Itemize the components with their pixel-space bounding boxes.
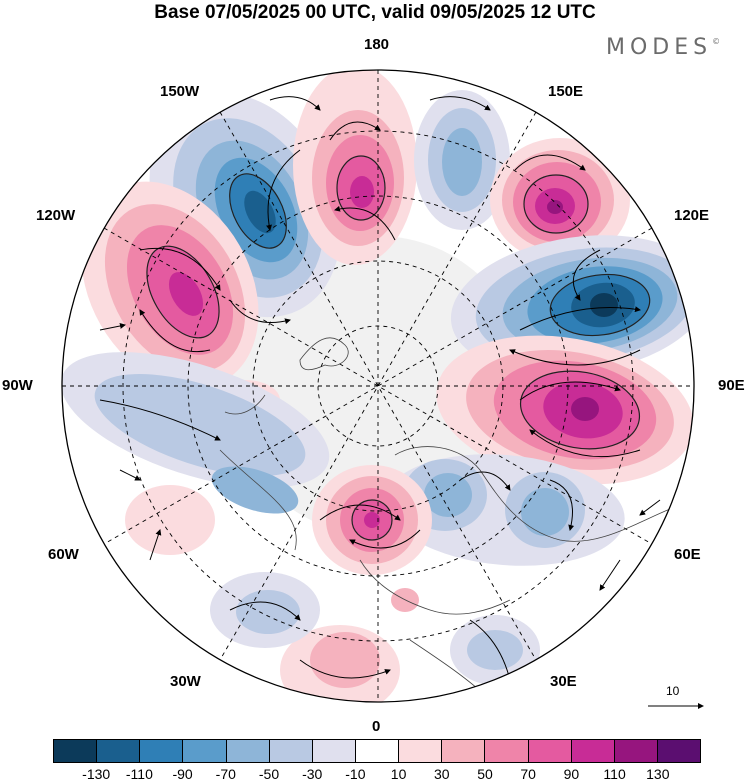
colorbar-segment: [140, 740, 184, 762]
anomaly-165e-negative: [414, 90, 510, 230]
colorbar-tick-label: 10: [390, 766, 407, 782]
colorbar-tick-label: -110: [125, 766, 153, 782]
colorbar-tick-label: 130: [646, 766, 670, 782]
anomaly-field: [62, 70, 694, 702]
lon-label-0: 0: [372, 718, 381, 735]
anomaly-45e-negative: [385, 454, 625, 685]
colorbar-segment: [614, 740, 658, 762]
colorbar-tick-label: -10: [345, 766, 366, 782]
graticule: [62, 70, 694, 702]
anomaly-0-positive: [125, 380, 432, 702]
colorbar-tick-label: -130: [82, 766, 111, 782]
anomaly-140e-positive: [490, 138, 630, 262]
colorbar: [53, 739, 701, 763]
colorbar-segment: [657, 740, 701, 762]
colorbar-segment: [97, 740, 141, 762]
anomaly-80e-positive: [436, 335, 694, 485]
page-title: Base 07/05/2025 00 UTC, valid 09/05/2025…: [154, 2, 596, 23]
lon-label-180: 180: [364, 36, 390, 53]
colorbar-tick-label: -70: [215, 766, 236, 782]
colorbar-segment: [312, 740, 356, 762]
colorbar-labels: -130 -110 -90 -70 -50 -30 -10 10 30 50 70 90 110 130: [0, 766, 750, 782]
lon-label-120e: 120E: [674, 207, 710, 224]
colorbar-segment: [54, 740, 98, 762]
lon-label-150e: 150E: [548, 83, 584, 100]
lon-label-60e: 60E: [674, 546, 701, 563]
logo-text: MODES: [606, 35, 713, 60]
wind-vectors: [99, 96, 661, 681]
logo-copyright: ©: [712, 37, 721, 46]
colorbar-tick-label: 110: [603, 766, 626, 782]
lon-label-60w: 60W: [48, 546, 79, 563]
lon-label-90w: 90W: [2, 377, 33, 394]
colorbar-tick-label: 30: [434, 766, 450, 782]
colorbar-segment: [226, 740, 270, 762]
map-border: [61, 69, 695, 703]
reference-vector-label: 10: [666, 684, 680, 698]
colorbar-tick-label: 50: [477, 766, 493, 782]
modes-logo: MODES©: [606, 35, 720, 60]
colorbar-segment: [183, 740, 227, 762]
lon-label-90e: 90E: [718, 377, 745, 394]
colorbar-tick-label: -90: [172, 766, 193, 782]
colorbar-segment: [485, 740, 529, 762]
colorbar-segment: [571, 740, 615, 762]
lon-label-30e: 30E: [550, 673, 577, 690]
colorbar-segment: [399, 740, 443, 762]
anomaly-120w-positive: [81, 181, 259, 389]
colorbar-segment: [442, 740, 486, 762]
colorbar-segment: [269, 740, 313, 762]
colorbar-tick-label: 70: [520, 766, 536, 782]
lon-label-120w: 120W: [36, 207, 76, 224]
lon-label-30w: 30W: [170, 673, 201, 690]
polar-map: [61, 69, 704, 709]
lon-label-150w: 150W: [160, 83, 200, 100]
colorbar-segment: [528, 740, 572, 762]
colorbar-tick-label: 90: [563, 766, 580, 782]
colorbar-tick-label: -30: [302, 766, 323, 782]
colorbar-tick-label: -50: [258, 766, 280, 782]
colorbar-segment: [355, 740, 400, 762]
anomaly-180-positive: [293, 70, 417, 265]
